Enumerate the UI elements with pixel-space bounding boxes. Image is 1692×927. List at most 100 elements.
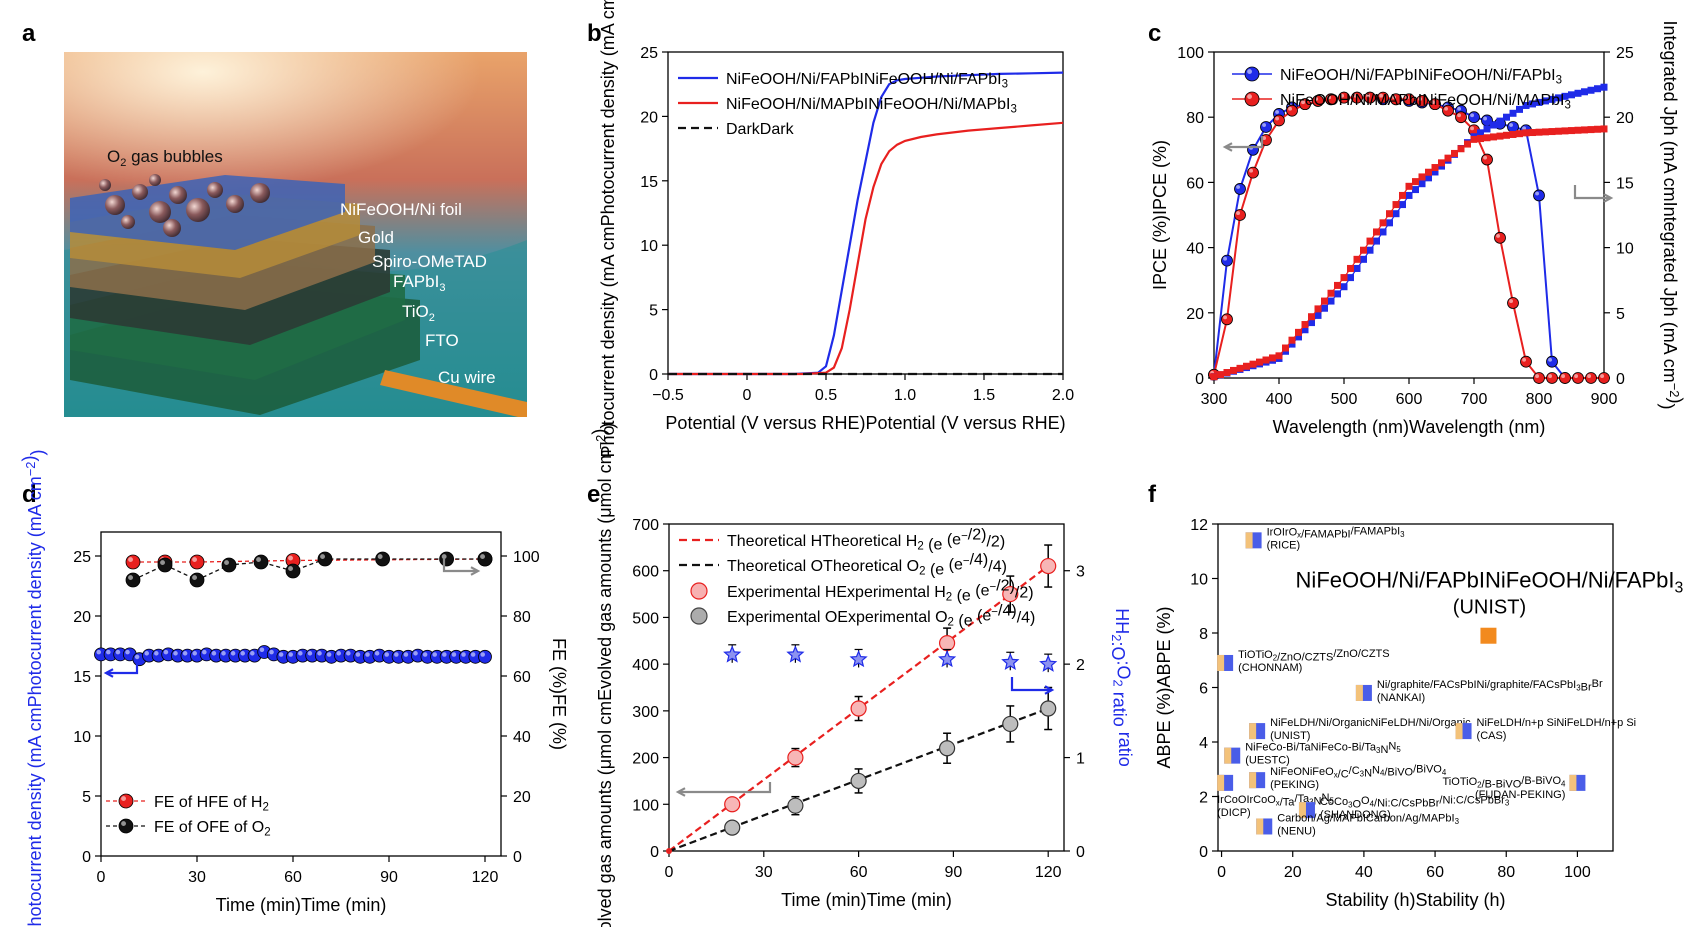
ipce-marker-highlight [1574, 374, 1578, 379]
ipce-marker [1468, 111, 1480, 124]
text-run: /C [1338, 769, 1349, 781]
benchmark-marker-stripe [1569, 774, 1577, 791]
x-tick-label: 60 [284, 869, 302, 886]
ipce-marker-highlight [1223, 315, 1227, 320]
integrated-marker [1568, 91, 1575, 99]
ipce-marker-highlight [1314, 97, 1318, 101]
y-tick-label: 0 [1195, 371, 1204, 388]
y2-tick-label: 0 [1076, 844, 1085, 861]
integrated-marker [1438, 159, 1445, 167]
ipce-marker-highlight [1262, 123, 1266, 127]
y-tick-label: 2 [1199, 790, 1208, 807]
benchmark-marker-stripe [1298, 802, 1306, 819]
chart-b: −0.5 0 0.5 1.0 1.5 2.0 0 5 10 15 20 25 Potential (V … [598, 0, 1074, 457]
integrated-marker [1529, 100, 1536, 108]
legend-mapbi3: NiFeOOH/Ni/MAPbINiFeOOH/Ni/MAPbI3 [726, 96, 1017, 115]
label-tio2: TiO2 [402, 302, 435, 324]
integrated-marker [1496, 132, 1504, 140]
y-tick-label: 5 [82, 789, 91, 806]
text-run: N [1388, 741, 1396, 753]
ipce-marker-highlight [1236, 185, 1240, 189]
text-run: Photocurrent density (mA cm [598, 226, 618, 457]
x-tick-label: 120 [472, 869, 499, 886]
text-run: Wavelength (nm) [1273, 417, 1409, 437]
photocurrent-marker-highlight [374, 651, 380, 656]
arrow-left-ipce [1225, 136, 1264, 149]
integrated-marker [1496, 117, 1504, 125]
ipce-marker-highlight [1288, 106, 1292, 111]
ipce-marker-highlight [1249, 168, 1253, 173]
photocurrent-marker-highlight [269, 649, 274, 655]
y2-tick-label: 2 [1076, 657, 1085, 674]
y-tick-label: 600 [632, 564, 659, 581]
integrated-marker [1262, 356, 1270, 364]
photocurrent-marker-highlight [451, 652, 457, 657]
integrated-marker [1386, 219, 1393, 227]
legend-fe-h2-swatch-marker-highlight [121, 796, 127, 801]
photocurrent-marker-highlight [288, 652, 293, 657]
ipce-marker [1559, 372, 1571, 384]
integrated-marker [1555, 127, 1562, 135]
y-tick-label: 80 [1186, 110, 1204, 127]
integrated-marker [1600, 125, 1608, 133]
benchmark-marker-stripe [1455, 723, 1463, 740]
y-tick-label: 25 [640, 45, 658, 62]
text-run: x [1297, 531, 1301, 540]
integrated-marker [1275, 352, 1283, 360]
ipce-marker-highlight [1405, 95, 1409, 100]
integrated-marker [1587, 126, 1595, 134]
integrated-marker [1308, 313, 1315, 321]
text-run: /4) [988, 559, 1007, 576]
text-run: :O [1108, 641, 1128, 660]
panel-letter-e: e [587, 481, 600, 508]
photocurrent-marker-highlight [326, 652, 332, 657]
benchmark-marker-stripe [1355, 684, 1363, 701]
text-run: 3 [1376, 746, 1381, 755]
y-tick-label: 60 [1186, 175, 1204, 192]
photocurrent-marker-highlight [432, 652, 437, 657]
legend-mapbi3-swatch-marker-highlight [1247, 94, 1253, 100]
text-run: Wavelength (nm) [1409, 417, 1545, 437]
text-run: 2 [262, 801, 268, 813]
integrated-marker [1334, 290, 1341, 298]
y-tick-label: 0 [82, 849, 91, 866]
integrated-marker [1223, 369, 1231, 377]
benchmark-marker-stripe [1256, 818, 1264, 835]
integrated-marker [1516, 130, 1523, 138]
integrated-marker [1405, 182, 1413, 190]
benchmark-label: IrCoOIrCoOx/Ta/Ta3NN5 [1217, 792, 1334, 808]
photocurrent-marker-highlight [134, 654, 140, 660]
ipce-marker [1572, 372, 1584, 384]
integrated-marker [1399, 201, 1406, 209]
y-axis-label: Evolved gas amounts (μmol cmEvolved gas … [589, 423, 617, 927]
benchmark-marker-stripe [1249, 723, 1257, 740]
x-tick-label: 0 [665, 864, 674, 881]
text-run: /FAMAPbI [1301, 529, 1351, 541]
photocurrent-marker-highlight [346, 651, 351, 656]
x-tick-label: 700 [1461, 391, 1488, 408]
integrated-marker [1529, 129, 1536, 137]
integrated-marker [1542, 97, 1549, 105]
y2-tick-label: 25 [1616, 45, 1634, 62]
x-axis-label: Wavelength (nm)Wavelength (nm) [1273, 417, 1546, 437]
text-run: NiFeOOH/Ni/FAPbI [1485, 568, 1674, 593]
text-run: NiFeOOH/Ni/MAPbI [1422, 92, 1564, 109]
y2-tick-label: 40 [513, 729, 531, 746]
ipce-marker-highlight [1457, 106, 1461, 111]
y-tick-label: 100 [1177, 45, 1204, 62]
integrated-marker [1314, 311, 1322, 319]
y2-axis-label: Integrated Jph (mA cmIntegrated Jph (mA … [1658, 21, 1686, 410]
legend-dark: DarkDark [726, 121, 795, 138]
y-tick-label: 10 [73, 729, 91, 746]
text-run: Theoretical O [727, 558, 823, 575]
text-run: 3 [1565, 99, 1571, 111]
y2-tick-label: 0 [513, 849, 522, 866]
integrated-marker [1366, 246, 1374, 254]
text-run: (e [924, 536, 943, 553]
photocurrent-marker-highlight [115, 649, 121, 655]
text-run: /B-BiVO [1482, 778, 1522, 790]
ipce-marker-highlight [1483, 116, 1487, 121]
integrated-marker [1431, 164, 1439, 172]
label-nifeooh: NiFeOOH/Ni foil [340, 200, 462, 219]
text-run: /2) [986, 534, 1005, 551]
